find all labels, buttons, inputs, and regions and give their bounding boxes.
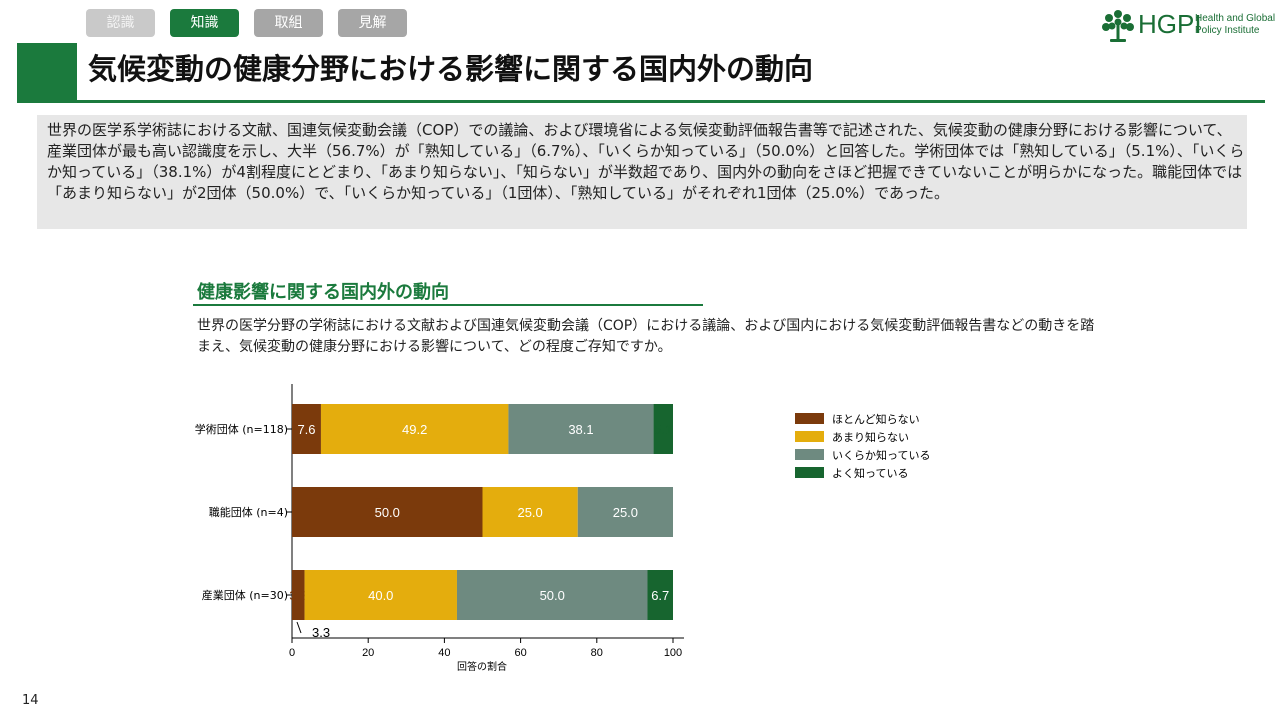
legend-swatch [795,413,824,424]
bar-segment [292,570,305,620]
data-label: 6.7 [651,588,669,603]
title-accent-bar [17,43,77,101]
summary-box: 世界の医学系学術誌における文献、国連気候変動会議（COP）での議論、および環境省… [37,115,1247,229]
logo-subtitle: Health and Global Policy Institute [1195,13,1276,36]
hgpi-tree-logo-icon [1102,10,1134,42]
section-divider [193,304,703,306]
legend-swatch [795,431,824,442]
category-label: 職能団体 (n=4) [209,505,288,519]
category-label: 学術団体 (n=118) [195,422,288,436]
callout-line [296,621,302,634]
logo-wordmark: HGPI [1138,9,1202,39]
legend-label: ほとんど知らない [832,412,920,426]
page-number: 14 [22,693,39,708]
bar-segment [320,404,509,454]
data-label: 25.0 [517,505,542,520]
x-tick-label: 60 [514,647,526,659]
x-tick-label: 40 [438,647,450,659]
bar-segment [647,570,673,620]
tab-recognition[interactable]: 認識 [86,9,155,37]
bar-segment [456,570,648,620]
bar-segment [292,404,321,454]
data-label: 25.0 [613,505,638,520]
section-title: 健康影響に関する国内外の動向 [197,282,449,303]
callout-label: 3.3 [312,625,330,640]
legend-swatch [795,467,824,478]
bar-segment [482,487,578,537]
x-tick-label: 80 [591,647,603,659]
legend-label: よく知っている [832,466,908,480]
tab-initiatives[interactable]: 取組 [254,9,323,37]
bar-segment [304,570,457,620]
data-label: 50.0 [375,505,400,520]
legend-label: いくらか知っている [832,448,930,462]
bar-segment [292,487,483,537]
data-label: 7.6 [297,422,315,437]
tab-knowledge[interactable]: 知識 [170,9,239,37]
page-title: 気候変動の健康分野における影響に関する国内外の動向 [88,52,814,86]
data-label: 40.0 [368,588,393,603]
x-tick-label: 0 [289,647,295,659]
survey-question: 世界の医学分野の学術誌における文献および国連気候変動会議（COP）における議論、… [197,318,1095,355]
summary-text: 世界の医学系学術誌における文献、国連気候変動会議（COP）での議論、および環境省… [47,121,1245,202]
data-label: 3.3 [289,588,307,603]
data-label: 49.2 [402,422,427,437]
bar-segment [653,404,673,454]
bar-segment [577,487,673,537]
data-label: 38.1 [568,422,593,437]
title-divider [17,100,1265,103]
x-tick-label: 20 [362,647,374,659]
legend-label: あまり知らない [832,430,909,444]
x-axis-label: 回答の割合 [457,660,507,673]
data-label: 50.0 [540,588,565,603]
data-label: 5.1 [654,422,672,437]
bar-segment [508,404,654,454]
tab-views[interactable]: 見解 [338,9,407,37]
x-tick-label: 100 [664,647,682,659]
legend-swatch [795,449,824,460]
category-label: 産業団体 (n=30) [202,588,288,602]
